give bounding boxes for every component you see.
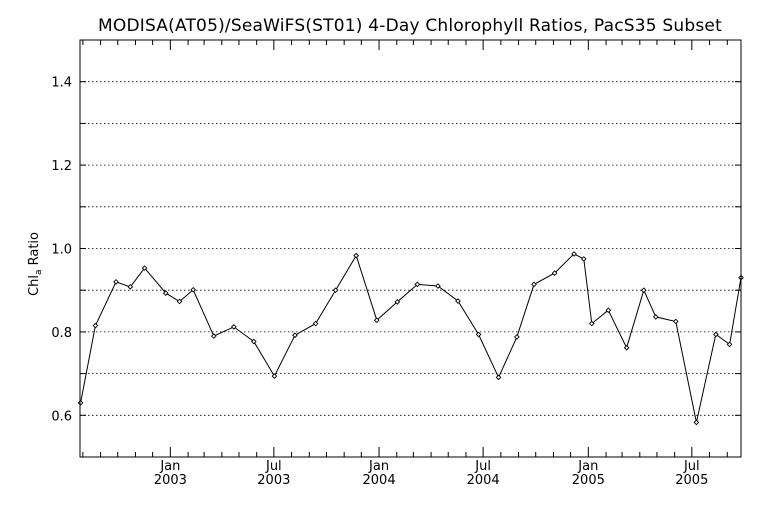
data-point (210, 333, 217, 339)
y-tick-label: 1.2 (51, 159, 72, 174)
x-tick-year-label: 2003 (154, 473, 187, 488)
x-tick-month-label: Jul (265, 459, 282, 474)
data-point (514, 334, 520, 340)
plot-frame (79, 39, 742, 458)
y-tick-label: 0.8 (51, 326, 72, 341)
chart-title: MODISA(AT05)/SeaWiFS(ST01) 4-Day Chlorop… (98, 16, 722, 36)
data-point (127, 284, 134, 290)
data-point (455, 298, 461, 304)
data-point (176, 298, 183, 305)
data-point (141, 265, 148, 271)
data-point (92, 322, 99, 329)
data-point (353, 252, 360, 259)
x-tick-year-label: 2004 (363, 473, 396, 488)
series-line (80, 253, 742, 423)
data-point (713, 331, 719, 338)
tick-labels: 0.60.81.01.21.4Jan2003Jul2003Jan2004Jul2… (51, 76, 708, 488)
x-tick-month-label: Jan (159, 459, 180, 474)
data-point (230, 324, 237, 330)
data-point (571, 251, 577, 257)
data-point (435, 283, 441, 289)
data-point (588, 320, 595, 327)
data-point (250, 338, 257, 345)
data-point (332, 287, 339, 294)
data-point (623, 344, 630, 351)
data-point (292, 332, 298, 339)
data-point (190, 286, 197, 293)
data-point (640, 287, 647, 294)
data-point (394, 299, 401, 305)
y-axis-label: Chla Ratio (27, 232, 44, 296)
x-tick-month-label: Jul (474, 459, 491, 474)
data-point (271, 373, 278, 379)
x-tick-month-label: Jan (368, 459, 389, 474)
data-point (475, 331, 482, 338)
x-tick-year-label: 2003 (257, 473, 290, 488)
grid-lines (80, 81, 741, 416)
data-point (652, 314, 659, 320)
data-point (312, 320, 319, 327)
data-point (693, 419, 700, 426)
data-point (551, 270, 558, 276)
data-point (672, 318, 679, 325)
data-point (414, 281, 421, 288)
x-tick-year-label: 2005 (572, 473, 605, 488)
x-tick-year-label: 2005 (675, 473, 708, 488)
x-tick-year-label: 2004 (467, 473, 500, 488)
data-point (580, 256, 587, 262)
data-point (605, 307, 612, 314)
y-tick-label: 1.4 (51, 76, 72, 91)
x-tick-month-label: Jul (683, 459, 700, 474)
y-tick-label: 1.0 (51, 243, 72, 258)
data-point (373, 317, 380, 324)
series-layer (77, 251, 744, 426)
data-point (77, 399, 84, 406)
data-point (495, 374, 502, 381)
y-tick-label: 0.6 (51, 409, 72, 424)
data-point (113, 279, 119, 285)
data-point (531, 281, 537, 288)
x-tick-month-label: Jan (577, 459, 598, 474)
data-point (162, 290, 169, 296)
axis-ticks (80, 40, 741, 457)
data-point (726, 341, 733, 348)
